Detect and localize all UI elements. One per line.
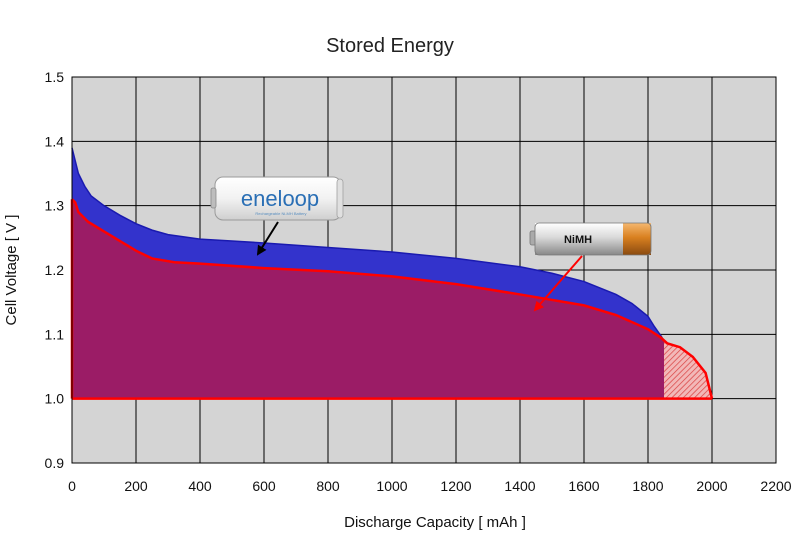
x-tick-label: 400 bbox=[188, 478, 212, 494]
eneloop-label: eneloop bbox=[241, 186, 319, 211]
x-tick-label: 1000 bbox=[376, 478, 407, 494]
x-axis-label: Discharge Capacity [ mAh ] bbox=[344, 514, 526, 531]
y-tick-label: 1.2 bbox=[45, 262, 65, 278]
nimh-battery-icon: NiMH bbox=[529, 222, 652, 256]
nimh-arrow bbox=[533, 255, 583, 312]
chart-title: Stored Energy bbox=[326, 35, 454, 57]
y-tick-label: 1.5 bbox=[45, 69, 65, 85]
x-tick-label: 2200 bbox=[760, 478, 791, 494]
y-tick-label: 1.1 bbox=[45, 326, 65, 342]
plot-frame bbox=[71, 76, 777, 464]
y-tick-label: 0.9 bbox=[45, 455, 65, 471]
nimh-label: NiMH bbox=[564, 234, 592, 246]
y-tick-label: 1.3 bbox=[45, 198, 65, 214]
x-tick-label: 2000 bbox=[696, 478, 727, 494]
eneloop-battery-icon: eneloop Rechargeable Ni-MH Battery bbox=[210, 176, 344, 221]
x-tick-label: 0 bbox=[68, 478, 76, 494]
y-tick-label: 1.0 bbox=[45, 391, 65, 407]
x-tick-label: 800 bbox=[316, 478, 340, 494]
y-tick-label: 1.4 bbox=[45, 133, 65, 149]
series-group bbox=[70, 147, 714, 400]
x-tick-label: 200 bbox=[124, 478, 148, 494]
x-tick-label: 1800 bbox=[632, 478, 663, 494]
y-axis-label: Cell Voltage [ V ] bbox=[3, 215, 20, 326]
tick-labels: 0 200 400 600 800 1000 1200 1400 1600 1800 2000 220… bbox=[45, 69, 792, 494]
nimh-series-line bbox=[71, 198, 714, 399]
x-tick-label: 1400 bbox=[504, 478, 535, 494]
x-tick-label: 1600 bbox=[568, 478, 599, 494]
overlap-area bbox=[72, 199, 664, 399]
eneloop-subtext: Rechargeable Ni-MH Battery bbox=[255, 211, 306, 216]
x-tick-label: 600 bbox=[252, 478, 276, 494]
eneloop-arrow bbox=[256, 221, 279, 256]
x-tick-label: 1200 bbox=[440, 478, 471, 494]
